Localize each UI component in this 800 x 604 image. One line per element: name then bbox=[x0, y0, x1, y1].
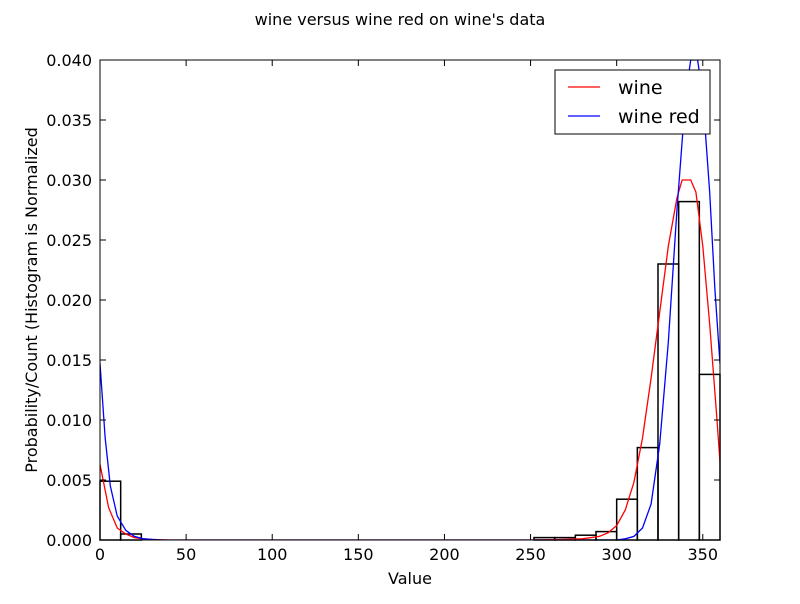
x-axis-label: Value bbox=[388, 569, 432, 588]
y-tick-label: 0.015 bbox=[46, 351, 92, 370]
y-tick-label: 0.025 bbox=[46, 231, 92, 250]
x-axis-ticks: 0 50 100 150 200 250 300 350 bbox=[95, 60, 718, 564]
chart-title: wine versus wine red on wine's data bbox=[255, 10, 546, 29]
legend-label: wine red bbox=[618, 106, 700, 128]
y-tick-label: 0.030 bbox=[46, 171, 92, 190]
legend: wine wine red bbox=[554, 69, 711, 135]
y-tick-label: 0.005 bbox=[46, 471, 92, 490]
x-tick-label: 300 bbox=[601, 545, 632, 564]
density-lines bbox=[100, 60, 720, 540]
y-tick-label: 0.010 bbox=[46, 411, 92, 430]
y-tick-label: 0.035 bbox=[46, 111, 92, 130]
x-tick-label: 150 bbox=[343, 545, 374, 564]
y-axis-label: Probability/Count (Histogram is Normaliz… bbox=[22, 127, 41, 473]
x-tick-label: 50 bbox=[176, 545, 196, 564]
x-tick-label: 100 bbox=[257, 545, 288, 564]
legend-box bbox=[554, 69, 711, 135]
legend-label: wine bbox=[618, 77, 663, 99]
x-tick-label: 350 bbox=[688, 545, 719, 564]
series-line-wine-red bbox=[100, 60, 720, 540]
y-axis-ticks: 0.000 0.005 0.010 0.015 0.020 0.025 0.030 0.035… bbox=[46, 51, 720, 550]
x-tick-label: 250 bbox=[515, 545, 546, 564]
y-tick-label: 0.040 bbox=[46, 51, 92, 70]
x-tick-label: 0 bbox=[95, 545, 105, 564]
y-tick-label: 0.020 bbox=[46, 291, 92, 310]
y-tick-label: 0.000 bbox=[46, 531, 92, 550]
plot-area bbox=[100, 60, 720, 540]
x-tick-label: 200 bbox=[429, 545, 460, 564]
